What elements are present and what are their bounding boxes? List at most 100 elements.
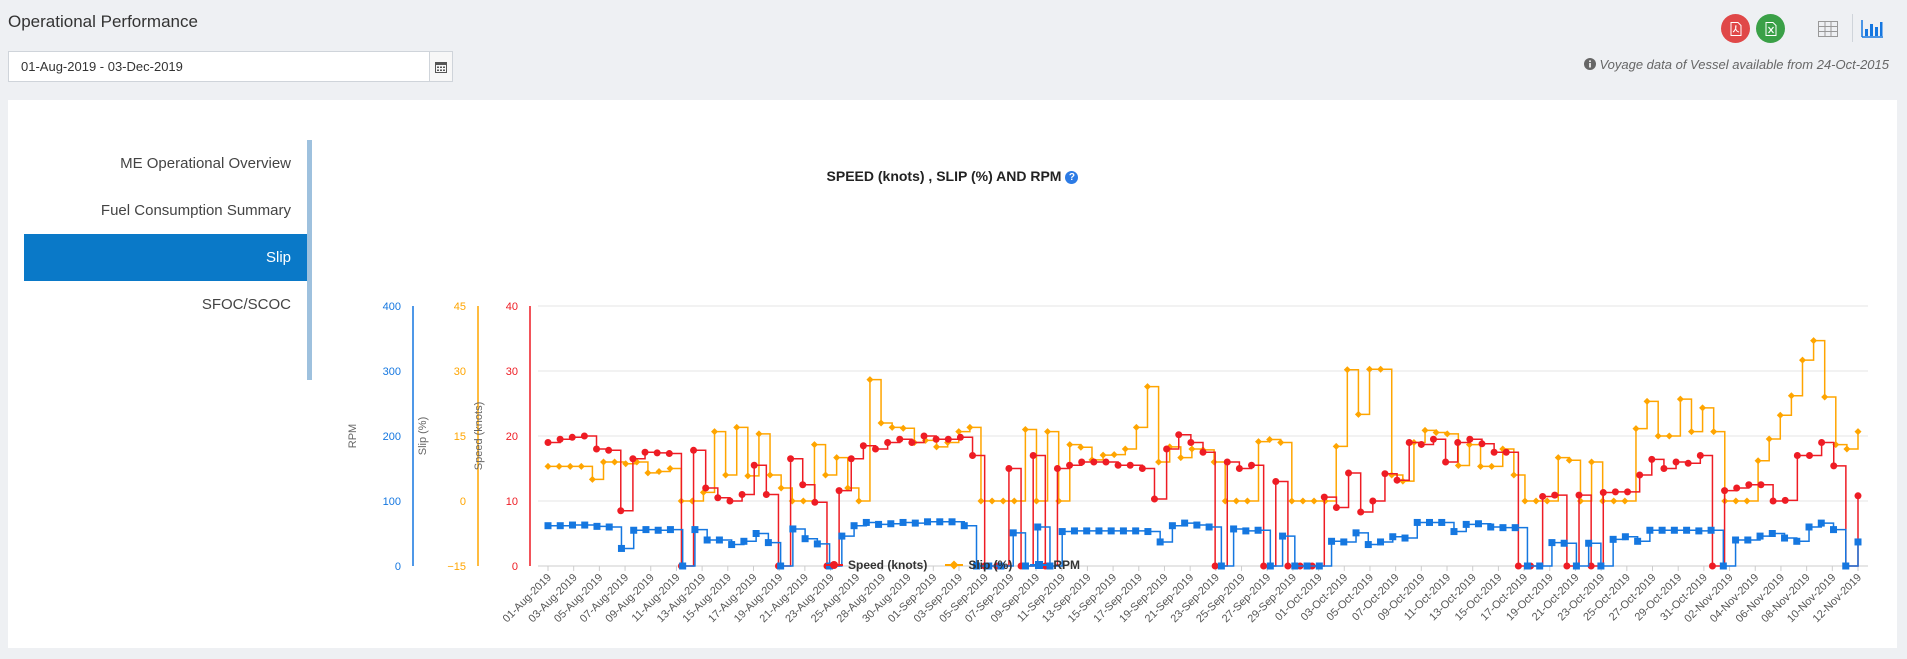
- speed-point: [787, 455, 795, 463]
- slip-point: [1055, 497, 1063, 505]
- slip-point: [733, 423, 741, 431]
- question-circle-icon[interactable]: ?: [1065, 171, 1079, 184]
- export-pdf-button[interactable]: [1721, 14, 1750, 43]
- slip-point: [1454, 461, 1462, 469]
- slip-point: [1710, 428, 1718, 436]
- rpm-point: [556, 522, 564, 530]
- nav-item-fuel-consumption-summary[interactable]: Fuel Consumption Summary: [24, 187, 307, 234]
- slip-point: [866, 376, 874, 384]
- rpm-point: [1438, 518, 1446, 526]
- slip-point: [1044, 428, 1052, 436]
- speed-point: [1163, 445, 1171, 453]
- date-range-picker[interactable]: [8, 51, 453, 82]
- slip-point: [1676, 395, 1684, 403]
- slip-point: [577, 462, 585, 470]
- rpm-point: [1009, 529, 1017, 537]
- rpm-point: [1352, 529, 1360, 537]
- chart-view-button[interactable]: [1859, 18, 1885, 40]
- rpm-point: [1450, 528, 1458, 536]
- axis-tick-label: −15: [447, 561, 466, 573]
- speed-point: [872, 445, 879, 453]
- calendar-icon: [435, 61, 447, 73]
- rpm-point: [1634, 537, 1642, 545]
- rpm-point: [605, 523, 613, 531]
- rpm-point: [1266, 562, 1274, 570]
- slip-point: [1377, 365, 1385, 373]
- table-view-button[interactable]: [1815, 18, 1841, 40]
- speed-point: [1332, 504, 1340, 511]
- rpm-point: [666, 526, 674, 534]
- rpm-point: [1254, 526, 1262, 534]
- legend-label: RPM: [1053, 558, 1080, 572]
- slip-point: [755, 430, 763, 438]
- rpm-point: [679, 562, 687, 570]
- speed-point: [920, 432, 928, 440]
- nav-item-me-operational-overview[interactable]: ME Operational Overview: [24, 140, 307, 187]
- legend-item-slip[interactable]: Slip (%): [945, 558, 1012, 572]
- speed-point: [884, 439, 892, 446]
- speed-point: [556, 435, 564, 443]
- availability-text: Voyage data of Vessel available from 24-…: [1599, 57, 1889, 72]
- slip-point: [888, 423, 896, 431]
- speed-point: [1514, 562, 1522, 570]
- rpm-point: [691, 526, 699, 534]
- slip-point: [1421, 426, 1429, 434]
- slip-point: [1188, 445, 1196, 453]
- slip-point: [999, 497, 1007, 505]
- speed-point: [1563, 562, 1571, 570]
- rpm-point: [1340, 538, 1348, 546]
- speed-point: [944, 435, 952, 443]
- axis-tick-label: 45: [454, 301, 466, 313]
- speed-point: [1454, 439, 1462, 446]
- speed-point: [1005, 465, 1013, 472]
- nav-item-slip[interactable]: Slip: [24, 234, 307, 281]
- speed-point: [1660, 465, 1668, 472]
- speed-point: [1053, 465, 1061, 472]
- slip-point: [1010, 497, 1018, 505]
- speed-point: [1417, 440, 1425, 448]
- speed-point: [799, 481, 807, 489]
- slip-point: [566, 462, 574, 470]
- calendar-button[interactable]: [429, 52, 452, 81]
- speed-point: [1466, 435, 1474, 443]
- rpm-point: [899, 518, 907, 526]
- rpm-point: [1621, 533, 1629, 541]
- slip-point: [1332, 442, 1340, 450]
- rpm-point: [544, 522, 552, 530]
- legend-item-rpm[interactable]: RPM: [1030, 558, 1080, 572]
- rpm-point: [1132, 527, 1140, 535]
- axis-title: Slip (%): [417, 417, 429, 456]
- slip-point: [1288, 497, 1296, 505]
- rpm-point: [850, 522, 858, 530]
- slip-point: [1143, 383, 1151, 391]
- nav-item-sfoc-scoc[interactable]: SFOC/SCOC: [24, 281, 307, 328]
- legend-item-speed[interactable]: Speed (knots): [824, 558, 927, 572]
- speed-point: [859, 442, 867, 450]
- slip-point: [766, 471, 774, 479]
- speed-point: [1187, 439, 1195, 446]
- speed-point: [750, 461, 758, 469]
- rpm-point: [777, 562, 785, 570]
- slip-point: [644, 469, 652, 477]
- rpm-point: [1205, 523, 1213, 531]
- rpm-point: [568, 521, 576, 529]
- speed-point: [1502, 448, 1510, 456]
- rpm-point: [1805, 523, 1813, 531]
- axis-tick-label: 10: [506, 496, 518, 508]
- slip-point: [955, 428, 963, 436]
- nav-item-label: SFOC/SCOC: [201, 296, 291, 313]
- rpm-point: [1511, 524, 1519, 532]
- speed-point: [738, 491, 746, 498]
- date-range-input[interactable]: [9, 52, 453, 81]
- export-excel-button[interactable]: [1756, 14, 1785, 43]
- speed-point: [568, 433, 576, 441]
- side-nav-rail: [307, 140, 312, 380]
- slip-point: [822, 471, 830, 479]
- rpm-point: [924, 518, 932, 526]
- slip-point: [1021, 426, 1029, 433]
- rpm-point: [617, 544, 625, 552]
- speed-point: [1029, 452, 1037, 459]
- rpm-point: [752, 530, 760, 537]
- chart-title-row: SPEED (knots) , SLIP (%) AND RPM?: [8, 168, 1897, 184]
- rpm-point: [1462, 520, 1470, 528]
